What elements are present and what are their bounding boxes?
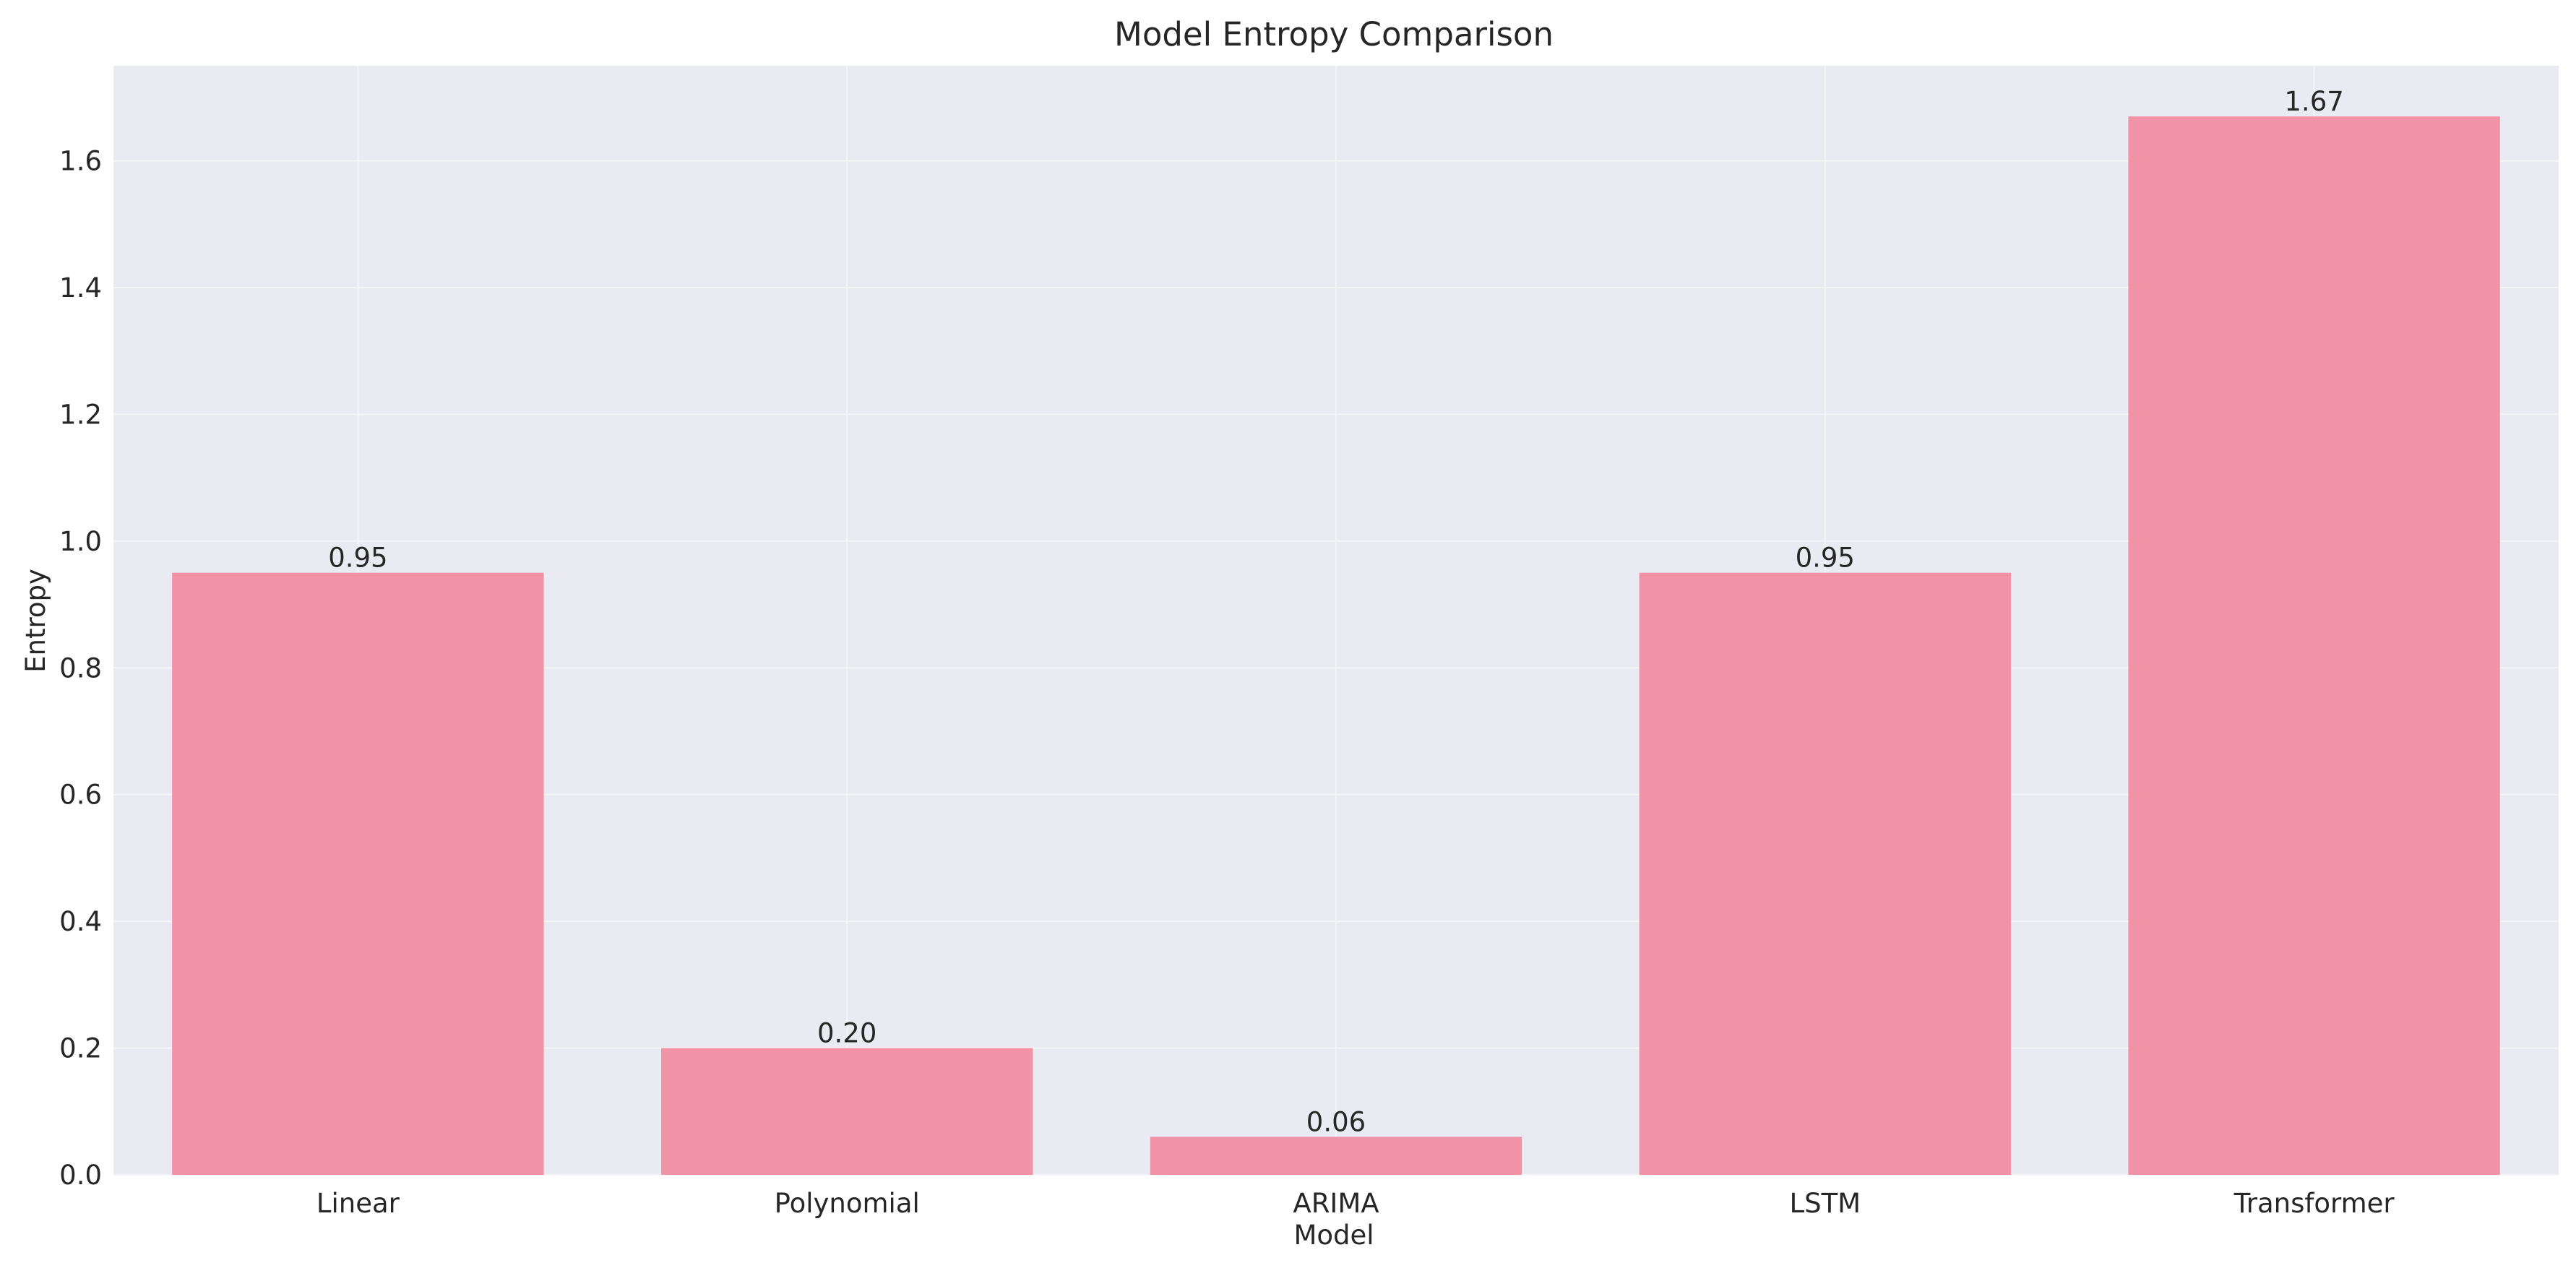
- bar-linear: [172, 572, 544, 1175]
- bar-value-label: 0.06: [1306, 1106, 1366, 1137]
- bar-value-label: 0.95: [328, 543, 387, 574]
- x-axis-ticks: Linear Polynomial ARIMA LSTM Transformer: [316, 1188, 2395, 1219]
- y-tick-label: 1.2: [59, 399, 102, 430]
- bar-lstm: [1639, 572, 2011, 1175]
- x-axis-label: Model: [1293, 1220, 1374, 1251]
- bars: [172, 116, 2500, 1176]
- y-tick-label: 1.4: [59, 272, 102, 303]
- x-tick-label: Transformer: [2233, 1188, 2395, 1219]
- y-tick-label: 0.2: [59, 1033, 102, 1064]
- y-axis-label: Entropy: [20, 569, 51, 673]
- bar-transformer: [2128, 116, 2500, 1176]
- y-tick-label: 0.4: [59, 906, 102, 937]
- x-tick-label: Polynomial: [775, 1188, 920, 1219]
- y-axis-ticks: 0.0 0.2 0.4 0.6 0.8 1.0 1.2 1.4 1.6: [59, 146, 102, 1191]
- y-tick-label: 0.6: [59, 780, 102, 811]
- x-tick-label: ARIMA: [1293, 1188, 1379, 1219]
- bar-value-label: 0.20: [817, 1018, 876, 1049]
- bar-arima: [1150, 1137, 1522, 1175]
- y-tick-label: 1.6: [59, 146, 102, 177]
- x-tick-label: Linear: [316, 1188, 400, 1219]
- y-tick-label: 0.8: [59, 652, 102, 684]
- x-tick-label: LSTM: [1789, 1188, 1861, 1219]
- bar-value-label: 1.67: [2284, 86, 2343, 117]
- bar-polynomial: [661, 1048, 1033, 1175]
- y-tick-label: 1.0: [59, 526, 102, 557]
- bar-value-labels: 0.95 0.20 0.06 0.95 1.67: [328, 86, 2344, 1137]
- y-tick-label: 0.0: [59, 1160, 102, 1191]
- chart-title: Model Entropy Comparison: [1114, 15, 1554, 53]
- bar-value-label: 0.95: [1796, 543, 1855, 574]
